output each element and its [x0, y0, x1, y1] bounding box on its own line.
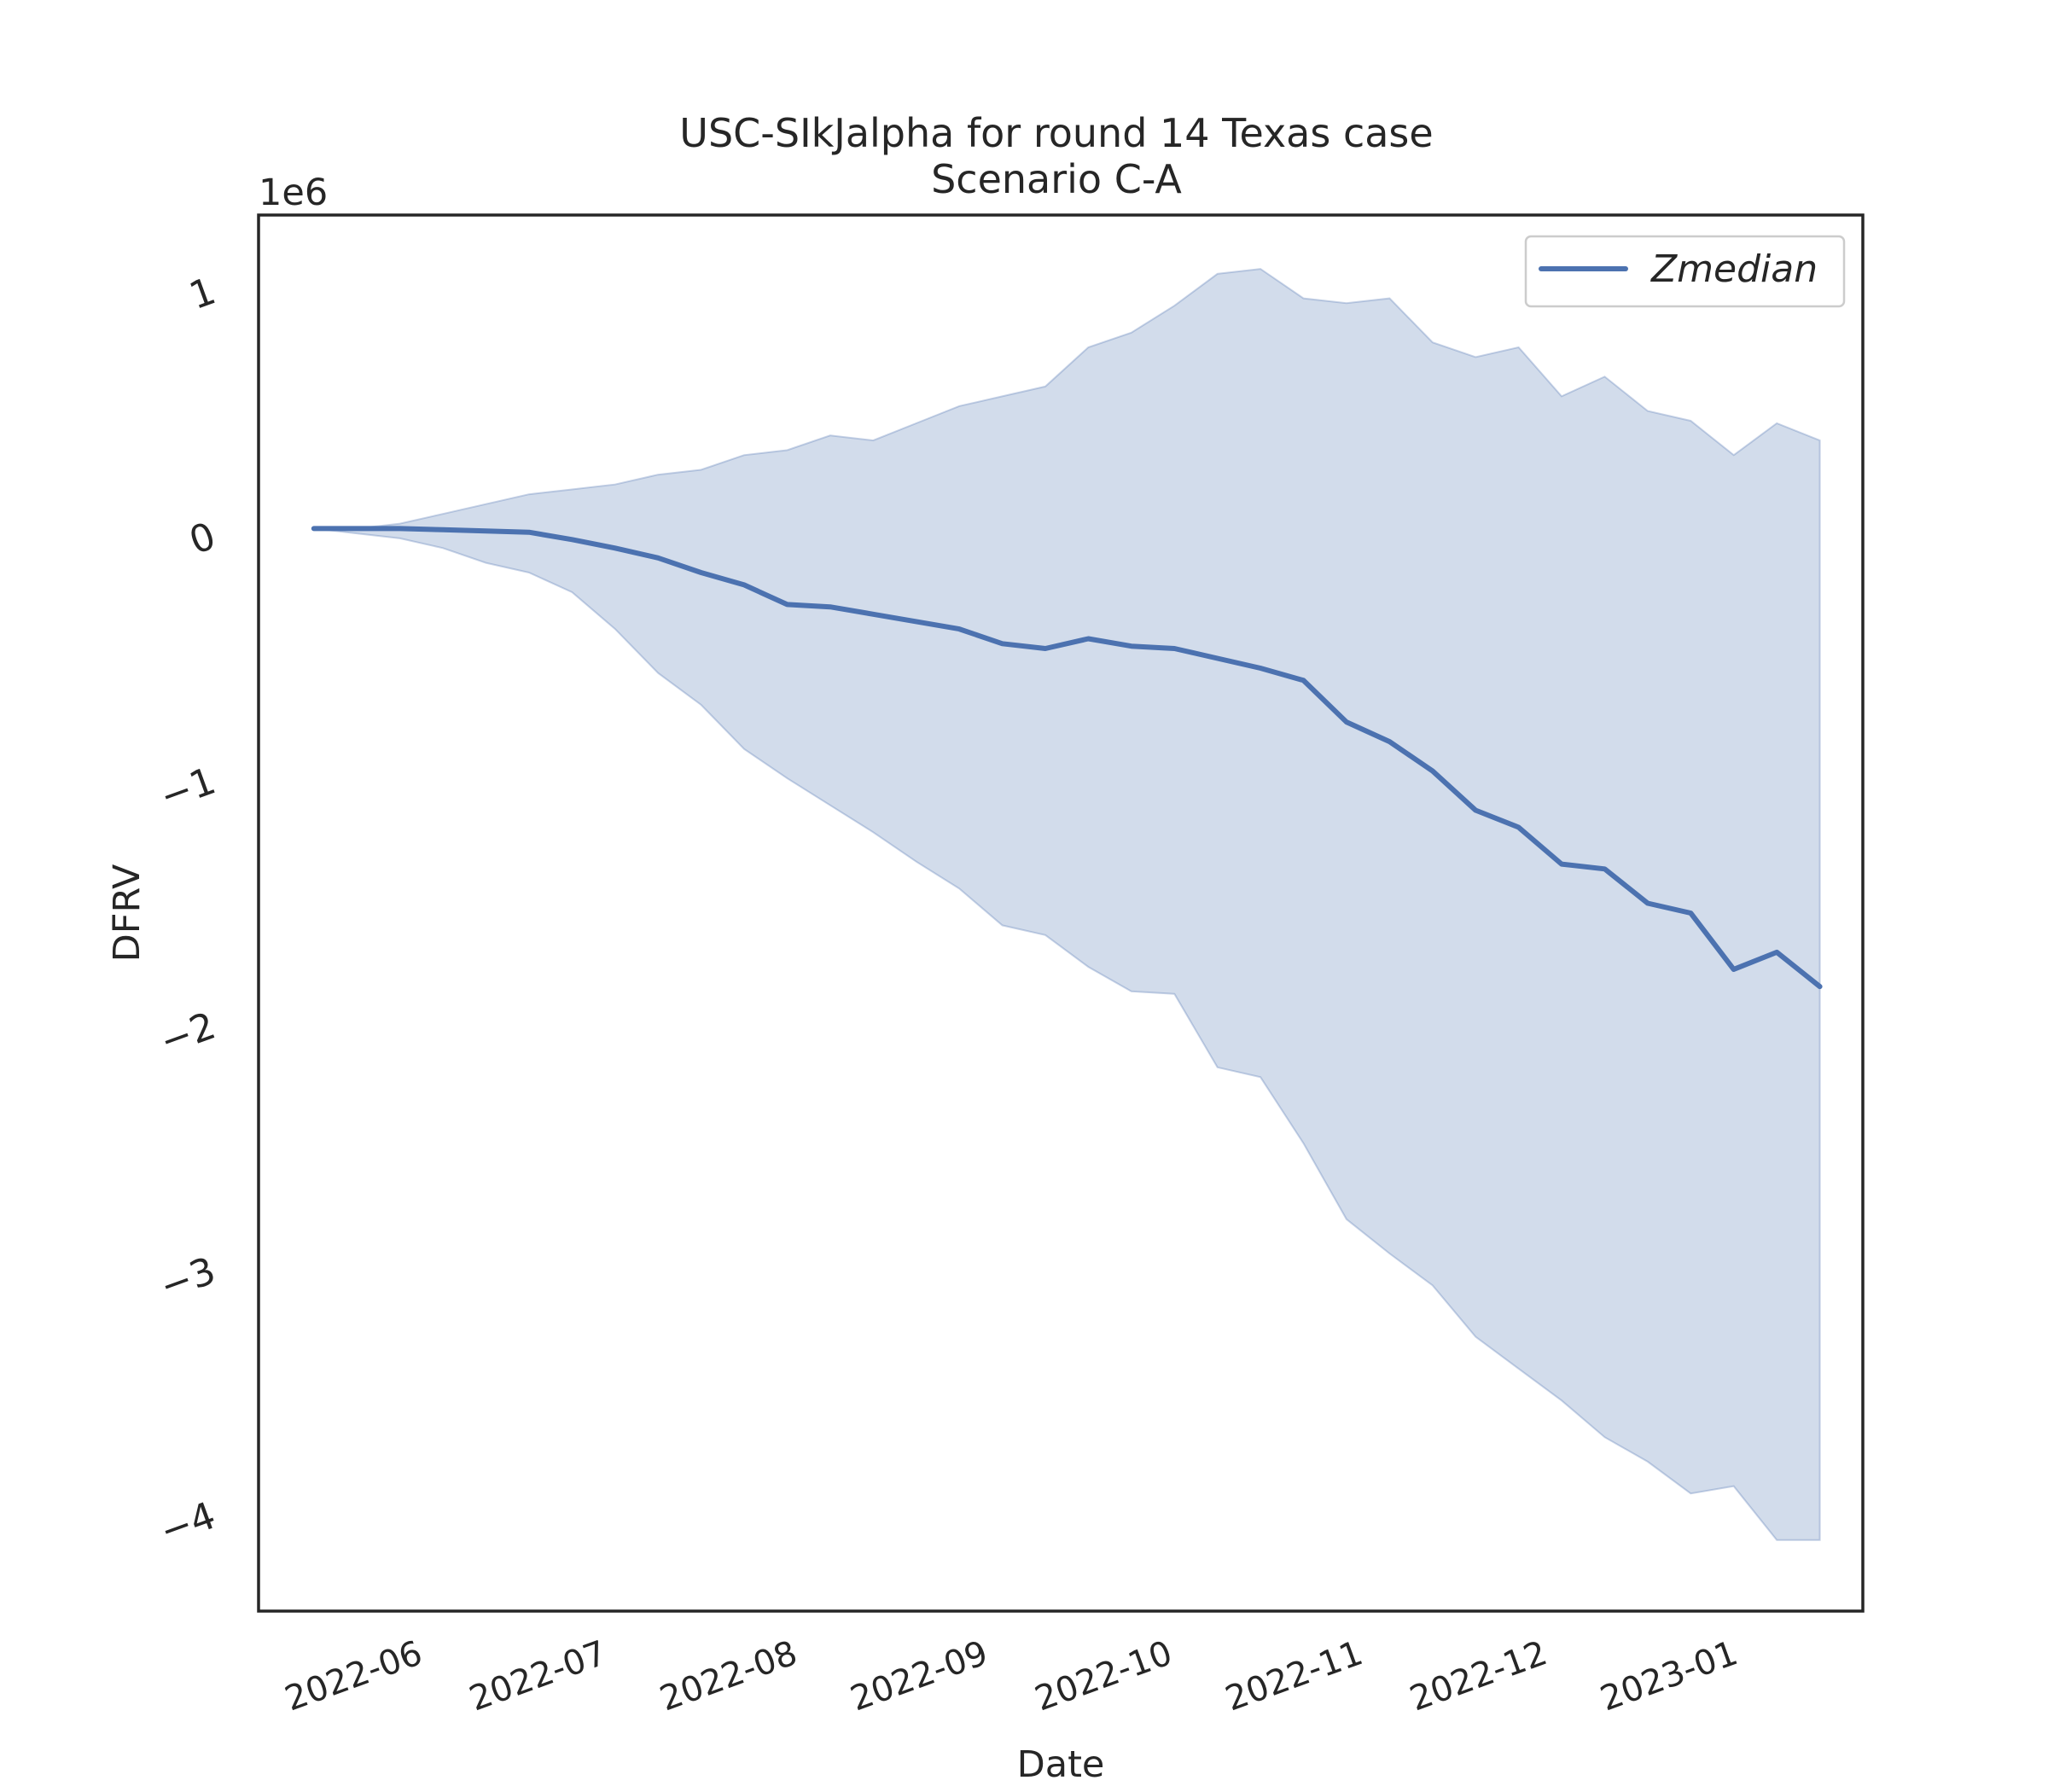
uncertainty-band: [313, 268, 1821, 1541]
y-axis-label: DFRV: [106, 864, 148, 962]
series-line-0: [311, 526, 1823, 990]
legend-box: [1524, 235, 1846, 308]
chart-subtitle: Scenario C-A: [931, 156, 1182, 202]
plot-area: [311, 268, 1823, 1541]
chart-title: USC-SIkJalpha for round 14 Texas case: [679, 110, 1433, 156]
y-offset-label: 1e6: [259, 172, 328, 214]
axes-frame: [257, 213, 1865, 1613]
legend: Zmedian: [1524, 235, 1846, 308]
legend-label-zmedian: Zmedian: [1650, 247, 1818, 291]
x-axis-label: Date: [1017, 1743, 1105, 1786]
